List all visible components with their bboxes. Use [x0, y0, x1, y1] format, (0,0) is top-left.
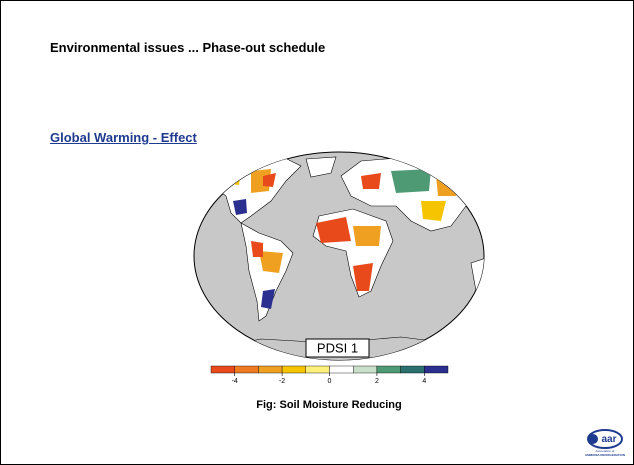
- colorbar: -4 -2 0 2 4: [210, 365, 449, 385]
- slide-title: Environmental issues ... Phase-out sched…: [50, 40, 326, 55]
- colorbar-segment: [400, 365, 425, 374]
- map-label: PDSI 1: [317, 341, 358, 356]
- logo: aar Association of AMMONIA REFRIGERATION: [585, 429, 625, 457]
- logo-org: Association of: [596, 449, 615, 453]
- colorbar-segment: [281, 365, 307, 374]
- logo-org: AMMONIA REFRIGERATION: [585, 453, 625, 457]
- map-label-box: [305, 338, 370, 358]
- colorbar-segment: [210, 365, 235, 374]
- colorbar-segment: [329, 365, 354, 374]
- colorbar-tick-label: 2: [375, 378, 379, 385]
- colorbar-segment: [353, 365, 378, 374]
- section-link[interactable]: Global Warming - Effect: [50, 130, 197, 145]
- figure-caption: Fig: Soil Moisture Reducing: [256, 399, 401, 411]
- colorbar-tick-label: -4: [232, 378, 238, 385]
- colorbar-tick-label: -2: [279, 378, 285, 385]
- colorbar-segment: [424, 365, 449, 374]
- colorbar-tick-label: 0: [328, 378, 332, 385]
- colorbar-segment: [234, 365, 259, 374]
- colorbar-segment: [376, 365, 401, 374]
- colorbar-segment: [258, 365, 283, 374]
- colorbar-tick-label: 4: [422, 378, 426, 385]
- colorbar-segment: [305, 365, 330, 374]
- logo-text: aar: [601, 434, 616, 445]
